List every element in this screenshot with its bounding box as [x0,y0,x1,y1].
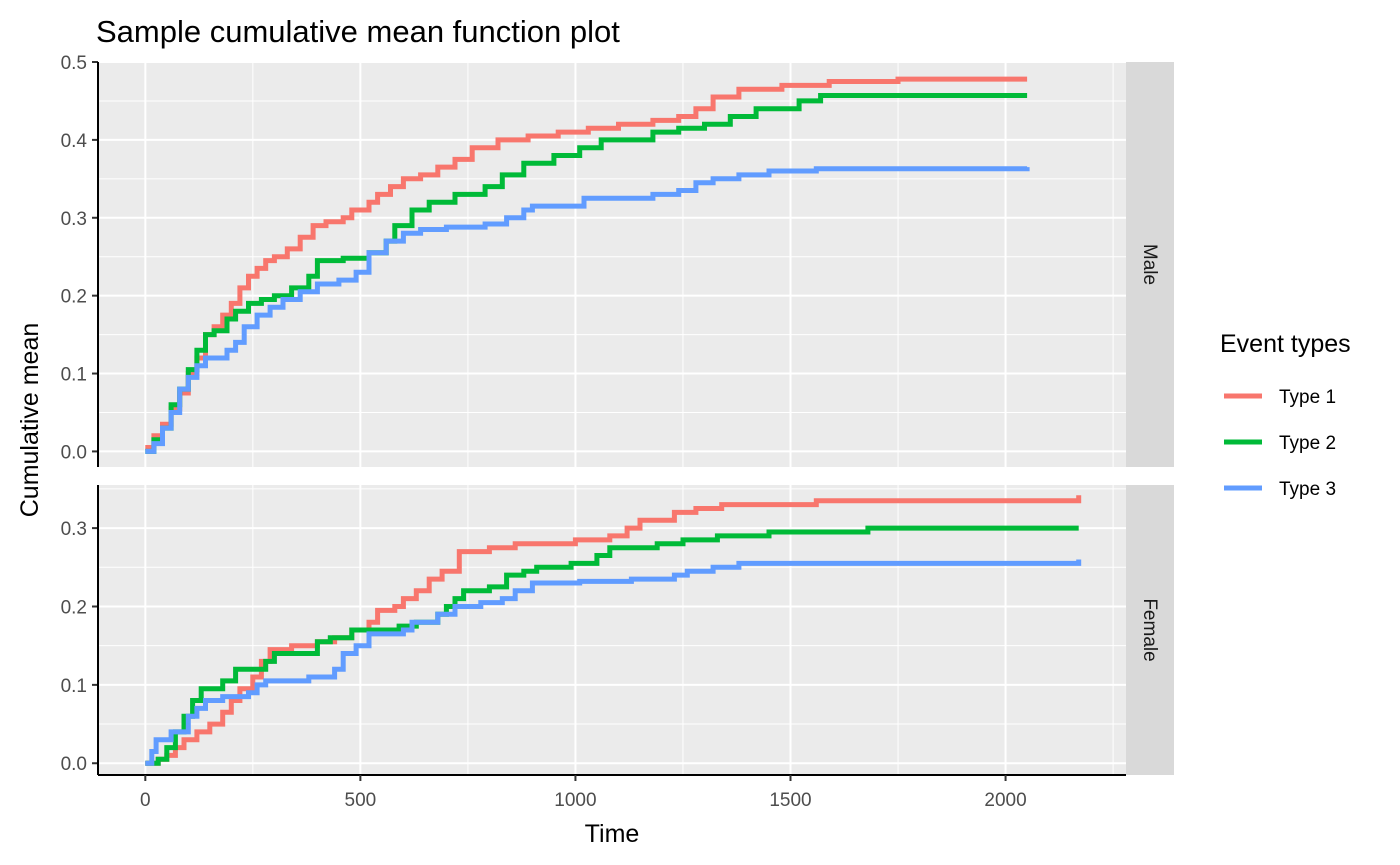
x-tick-label: 0 [140,790,151,811]
y-axis-title: Cumulative mean [16,323,44,518]
y-tick-label: 0.0 [61,442,87,463]
legend: Event types Type 1 Type 2 Type 3 [1220,330,1351,500]
x-tick-label: 500 [345,790,377,811]
y-tick-label: 0.2 [61,597,87,618]
x-axis-title: Time [585,820,640,848]
x-tick-label: 1500 [769,790,811,811]
legend-label: Type 2 [1279,433,1336,454]
legend-label: Type 1 [1279,387,1336,408]
panel-male: 0.0 0.1 0.2 0.3 0.4 0.5 Male [61,53,1174,467]
facet-strip [1126,62,1174,467]
series-line-type-1 [145,495,1082,766]
y-tick-label: 0.1 [61,676,87,697]
series-line-type-3 [145,559,1082,766]
x-tick-label: 2000 [984,790,1026,811]
panel-background [98,485,1126,775]
y-tick-label: 0.3 [61,209,87,230]
y-tick-label: 0.4 [61,131,88,152]
legend-title: Event types [1220,330,1351,358]
x-axis: 0 500 1000 1500 2000 [98,774,1126,811]
facet-strip-label: Female [1139,598,1160,661]
legend-items: Type 1 Type 2 Type 3 [1224,387,1336,500]
series-line-type-3 [145,166,1030,454]
panel-female: 0.0 0.1 0.2 0.3 Female [61,485,1174,775]
chart-title: Sample cumulative mean function plot [96,14,620,49]
y-tick-label: 0.5 [61,53,87,74]
y-tick-label: 0.3 [61,519,87,540]
y-tick-label: 0.2 [61,287,87,308]
x-tick-label: 1000 [554,790,596,811]
y-tick-label: 0.0 [61,754,87,775]
facet-strip-label: Male [1139,244,1160,285]
panels: 0.0 0.1 0.2 0.3 0.4 0.5 Male 0.0 0.1 0.2 0.3 Female [61,53,1174,775]
facet-strip [1126,485,1174,775]
legend-label: Type 3 [1279,479,1336,500]
y-tick-label: 0.1 [61,365,87,386]
panel-background [98,62,1126,467]
